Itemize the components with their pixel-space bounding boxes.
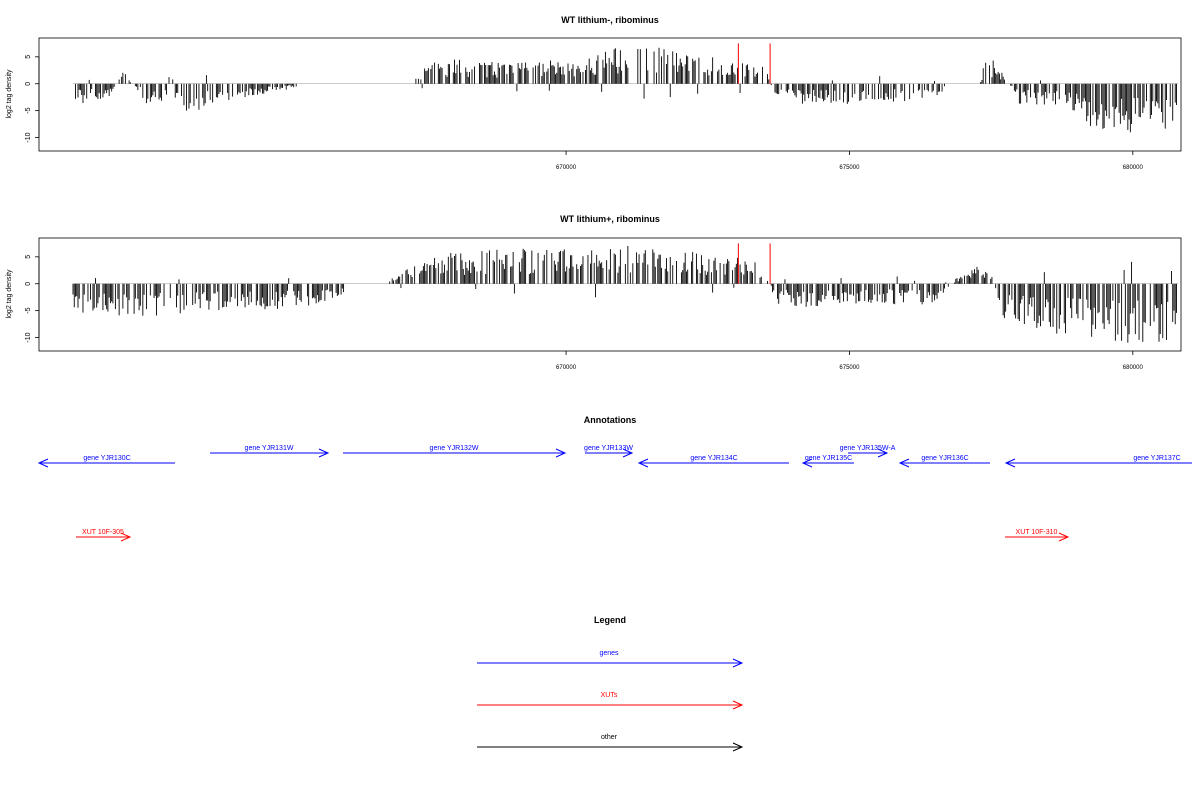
xut-annotations: XUT 10F-305 XUT 10F-310 [76, 529, 1070, 542]
arrowhead-icon [622, 448, 634, 458]
gene-label: gene YJR133W [584, 445, 633, 452]
gene-annotation: gene YJR135W-A [840, 445, 896, 458]
arrowhead-icon [318, 448, 330, 458]
legend: Legend genes XUTs other [477, 615, 744, 752]
x-tick-label: 675000 [839, 165, 860, 171]
legend-item: genes [477, 650, 744, 668]
legend-items: genes XUTs other [477, 650, 744, 752]
xut-label: XUT 10F-305 [82, 529, 124, 536]
x-tick-label: 680000 [1123, 165, 1144, 171]
arrowhead-icon [898, 458, 910, 468]
arrowhead-icon [877, 448, 889, 458]
signal-bars [73, 47, 1179, 133]
gene-label: gene YJR135W-A [840, 445, 896, 452]
gene-annotation: gene YJR137C [1004, 455, 1192, 468]
y-axis-label: log2 tag density [6, 269, 13, 319]
xut-annotation: XUT 10F-310 [1005, 529, 1070, 542]
legend-label: other [601, 734, 618, 741]
panel-title: WT lithium+, ribominus [560, 214, 660, 224]
x-tick-label: 670000 [556, 365, 577, 371]
legend-item: other [477, 734, 744, 752]
arrowhead-icon [732, 742, 744, 752]
gene-annotation: gene YJR133W [584, 445, 634, 458]
y-tick-label: -10 [25, 332, 32, 342]
track-panel-lithium-minus: WT lithium-, ribominus log2 tag density … [6, 15, 1182, 171]
gene-annotation: gene YJR131W [210, 445, 330, 458]
signal-bars [72, 246, 1179, 343]
y-tick-label: 5 [25, 55, 32, 59]
gene-label: gene YJR132W [430, 445, 479, 452]
x-tick-label: 675000 [839, 365, 860, 371]
x-axis: 670000 675000 680000 [556, 151, 1143, 171]
gene-label: gene YJR137C [1133, 455, 1180, 462]
gene-annotation: gene YJR130C [37, 455, 175, 468]
gene-label: gene YJR134C [690, 455, 737, 462]
y-axis: 5 0 -5 -10 [25, 55, 40, 143]
gene-annotation: gene YJR134C [637, 455, 789, 468]
y-tick-label: -10 [25, 132, 32, 142]
red-marks [737, 243, 771, 284]
y-axis-label: log2 tag density [6, 69, 13, 119]
y-tick-label: -5 [25, 107, 32, 113]
gene-label: gene YJR130C [83, 455, 130, 462]
legend-title: Legend [594, 615, 626, 625]
x-axis: 670000 675000 680000 [556, 351, 1143, 371]
arrowhead-icon [732, 700, 744, 710]
y-tick-label: 5 [25, 255, 32, 259]
legend-label: XUTs [601, 692, 618, 699]
arrowhead-icon [801, 458, 813, 468]
arrowhead-icon [637, 458, 649, 468]
gene-annotation: gene YJR132W [343, 445, 567, 458]
arrowhead-icon [732, 658, 744, 668]
legend-item: XUTs [477, 692, 744, 710]
track-panel-lithium-plus: WT lithium+, ribominus log2 tag density … [6, 214, 1182, 371]
annotations-title: Annotations [584, 415, 637, 425]
gene-label: gene YJR131W [245, 445, 294, 452]
arrowhead-icon [120, 532, 132, 542]
y-axis: 5 0 -5 -10 [25, 255, 40, 343]
gene-annotation: gene YJR135C [801, 455, 854, 468]
x-tick-label: 680000 [1123, 365, 1144, 371]
y-tick-label: 0 [25, 282, 32, 286]
x-tick-label: 670000 [556, 165, 577, 171]
arrowhead-icon [1058, 532, 1070, 542]
red-marks [737, 43, 771, 84]
gene-label: gene YJR135C [805, 455, 852, 462]
legend-label: genes [599, 650, 619, 657]
gene-label: gene YJR136C [921, 455, 968, 462]
gene-annotations: gene YJR130C gene YJR131W gene YJR132W gene… [37, 445, 1192, 468]
arrowhead-icon [555, 448, 567, 458]
xut-label: XUT 10F-310 [1016, 529, 1058, 536]
gene-annotation: gene YJR136C [898, 455, 990, 468]
arrowhead-icon [37, 458, 49, 468]
arrowhead-icon [1004, 458, 1016, 468]
panel-title: WT lithium-, ribominus [561, 15, 659, 25]
y-tick-label: -5 [25, 307, 32, 313]
xut-annotation: XUT 10F-305 [76, 529, 132, 542]
y-tick-label: 0 [25, 82, 32, 86]
